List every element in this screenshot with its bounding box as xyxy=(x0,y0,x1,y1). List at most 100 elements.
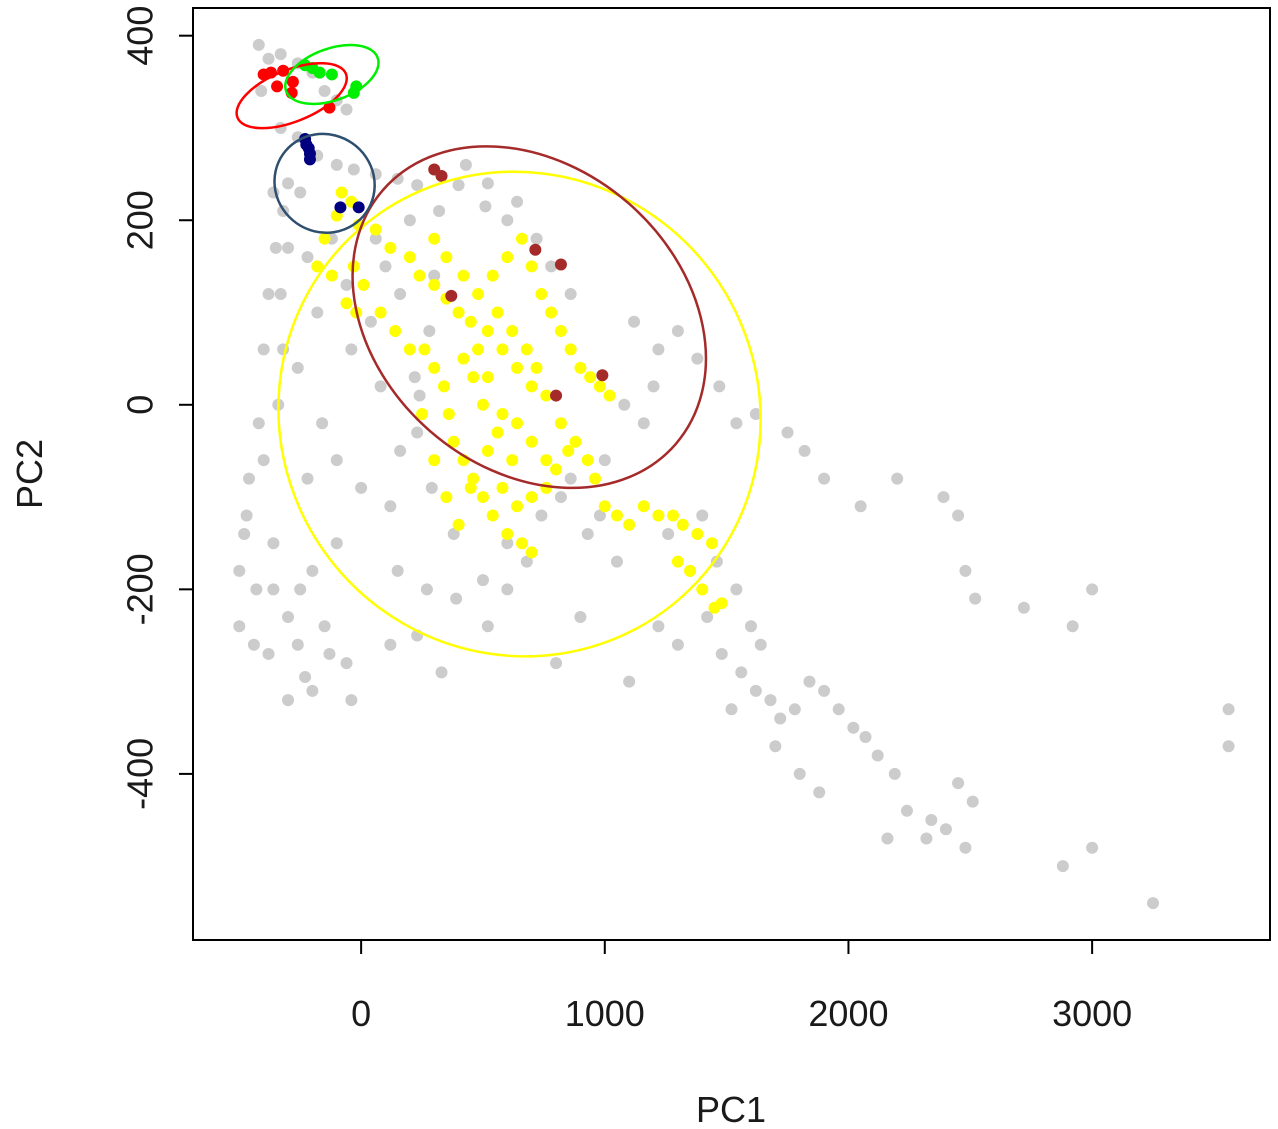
series-1-point-1 xyxy=(435,169,448,182)
background-point-47 xyxy=(330,454,343,467)
background-point-162 xyxy=(730,583,743,596)
background-point-5 xyxy=(318,85,331,98)
series-0-point-53 xyxy=(491,426,504,439)
background-point-166 xyxy=(511,195,524,208)
background-point-152 xyxy=(447,527,460,540)
background-point-69 xyxy=(535,509,548,522)
series-0-point-19 xyxy=(511,361,524,374)
background-point-143 xyxy=(257,343,270,356)
background-point-26 xyxy=(257,454,270,467)
background-point-154 xyxy=(520,555,533,568)
background-point-50 xyxy=(394,444,407,457)
series-0-point-10 xyxy=(384,241,397,254)
background-point-39 xyxy=(291,361,304,374)
background-point-124 xyxy=(1056,860,1069,873)
background-point-142 xyxy=(252,417,265,430)
background-point-158 xyxy=(647,380,660,393)
background-point-121 xyxy=(1066,620,1079,633)
background-point-97 xyxy=(769,740,782,753)
ellipse-3 xyxy=(235,61,349,130)
series-0-point-55 xyxy=(467,371,480,384)
y-tick-label-1: -200 xyxy=(120,553,161,625)
background-point-73 xyxy=(618,398,631,411)
series-0-point-48 xyxy=(486,509,499,522)
series-0-point-77 xyxy=(511,417,524,430)
series-3-point-3 xyxy=(325,68,338,81)
background-point-135 xyxy=(291,638,304,651)
series-0-point-21 xyxy=(540,389,553,402)
background-point-119 xyxy=(969,592,982,605)
background-point-78 xyxy=(713,380,726,393)
background-point-114 xyxy=(891,472,904,485)
series-0-point-34 xyxy=(706,537,719,550)
background-point-156 xyxy=(593,509,606,522)
series-0-point-50 xyxy=(515,537,528,550)
background-point-79 xyxy=(730,417,743,430)
background-point-134 xyxy=(435,666,448,679)
background-point-164 xyxy=(459,158,472,171)
background-point-8 xyxy=(255,85,268,98)
ellipse-layer xyxy=(235,43,762,658)
series-3-point-2 xyxy=(313,66,326,79)
background-point-38 xyxy=(316,417,329,430)
series-0-point-26 xyxy=(598,500,611,513)
background-point-59 xyxy=(306,684,319,697)
series-2-point-3 xyxy=(286,75,299,88)
background-point-32 xyxy=(282,611,295,624)
background-point-111 xyxy=(574,611,587,624)
background-point-147 xyxy=(294,186,307,199)
background-point-106 xyxy=(725,703,738,716)
background-point-108 xyxy=(671,638,684,651)
y-tick-label-3: 200 xyxy=(120,190,161,250)
series-0-point-79 xyxy=(540,454,553,467)
background-point-57 xyxy=(433,205,446,218)
background-point-145 xyxy=(269,241,282,254)
series-0-point-65 xyxy=(564,343,577,356)
series-0-point-58 xyxy=(486,269,499,282)
background-point-37 xyxy=(301,472,314,485)
background-point-33 xyxy=(306,564,319,577)
background-point-63 xyxy=(391,564,404,577)
background-point-139 xyxy=(250,583,263,596)
series-0-point-66 xyxy=(574,361,587,374)
background-point-129 xyxy=(952,777,965,790)
ellipse-4 xyxy=(284,43,380,106)
series-0-point-98 xyxy=(440,251,453,264)
series-0-point-15 xyxy=(452,306,465,319)
background-point-118 xyxy=(959,564,972,577)
series-0-point-95 xyxy=(550,463,563,476)
background-point-12 xyxy=(330,158,343,171)
background-point-29 xyxy=(233,620,246,633)
background-point-83 xyxy=(818,472,831,485)
series-0-point-24 xyxy=(581,454,594,467)
background-point-77 xyxy=(691,352,704,365)
background-point-130 xyxy=(966,795,979,808)
background-point-81 xyxy=(781,426,794,439)
series-0-point-36 xyxy=(684,564,697,577)
background-point-0 xyxy=(252,38,265,51)
series-0-point-17 xyxy=(481,324,494,337)
background-point-88 xyxy=(749,684,762,697)
background-point-103 xyxy=(920,832,933,845)
background-point-120 xyxy=(1017,601,1030,614)
background-point-80 xyxy=(749,408,762,421)
series-0-point-51 xyxy=(525,546,538,559)
background-point-67 xyxy=(501,583,514,596)
series-0-point-69 xyxy=(603,389,616,402)
background-point-110 xyxy=(610,555,623,568)
series-0-point-92 xyxy=(511,500,524,513)
x-tick-label-3: 3000 xyxy=(1052,993,1132,1034)
series-0-point-93 xyxy=(525,491,538,504)
background-point-45 xyxy=(345,343,358,356)
x-axis: 0 1000 2000 3000 xyxy=(351,940,1132,1034)
background-point-85 xyxy=(701,611,714,624)
series-0-point-88 xyxy=(452,518,465,531)
background-point-49 xyxy=(384,500,397,513)
background-point-62 xyxy=(345,694,358,707)
series-0-point-42 xyxy=(437,380,450,393)
background-point-104 xyxy=(939,823,952,836)
background-point-53 xyxy=(423,324,436,337)
background-point-41 xyxy=(301,251,314,264)
background-point-51 xyxy=(411,426,424,439)
ellipse-2 xyxy=(273,132,376,234)
